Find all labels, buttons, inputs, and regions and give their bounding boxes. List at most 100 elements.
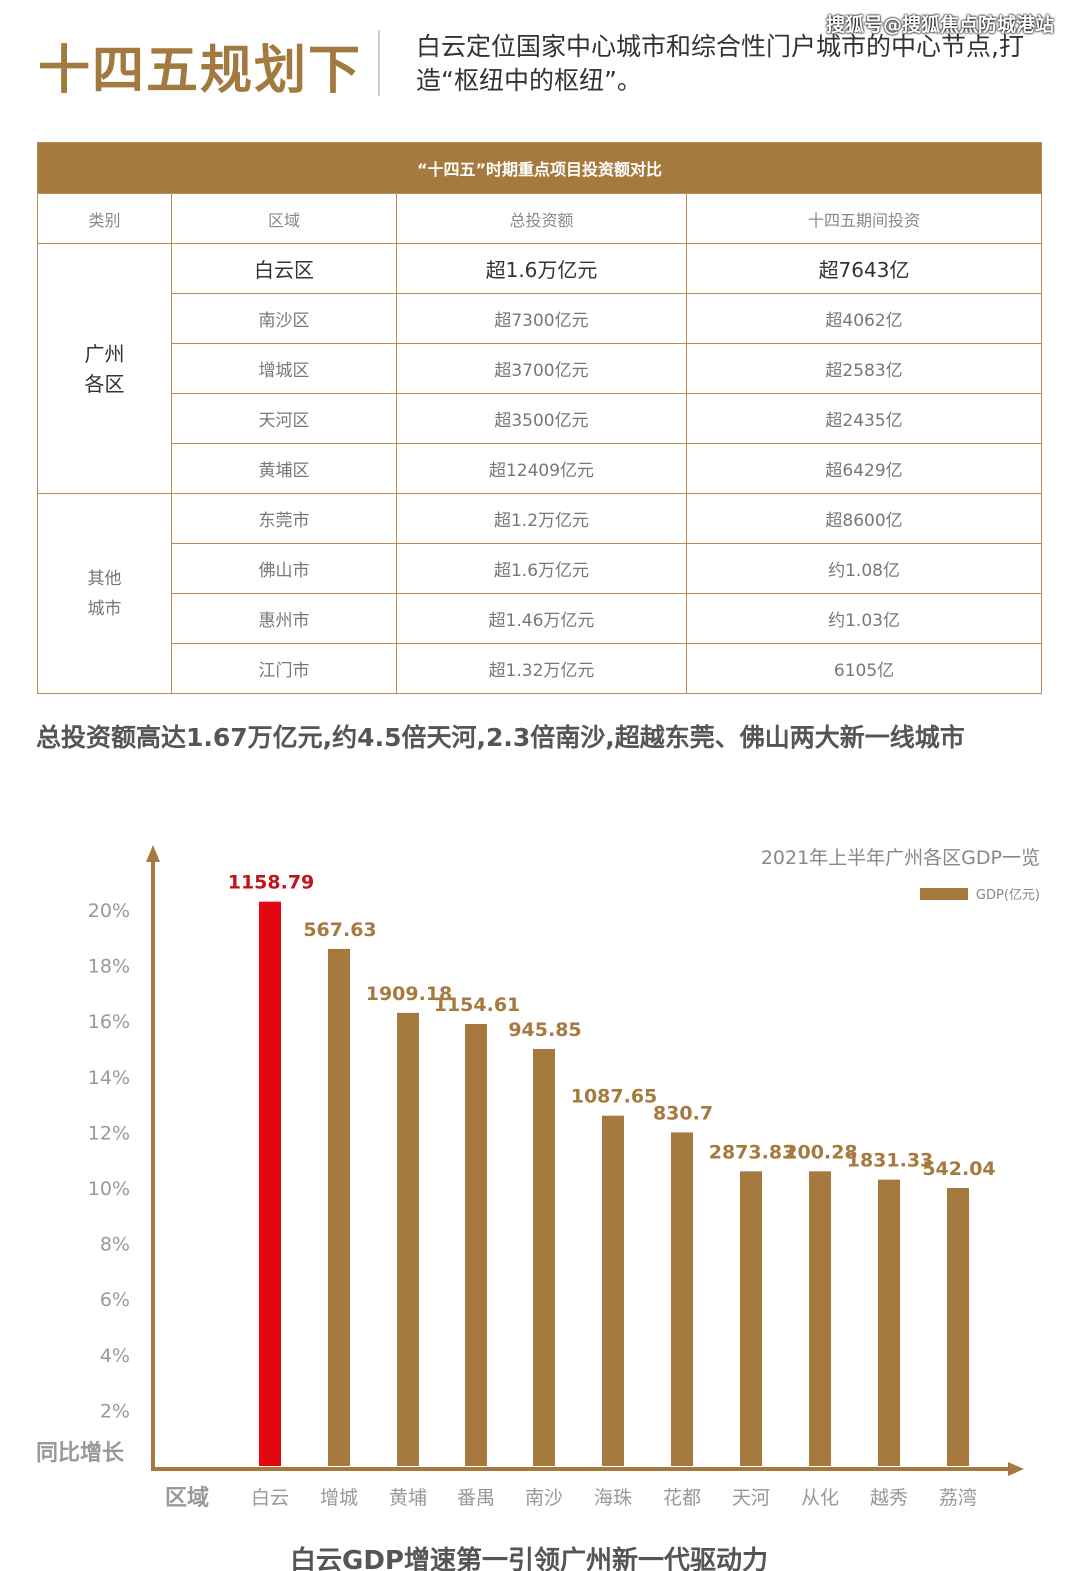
total-investment-cell: 超1.46万亿元 [396, 593, 687, 644]
total-investment-cell: 超3500亿元 [396, 393, 687, 444]
table-row: 增城区 超3700亿元 超2583亿 [38, 343, 1043, 394]
chart-legend: GDP(亿元) [919, 884, 1040, 903]
y-tick-label: 16% [88, 1011, 130, 1033]
table-row: 广州 各区 白云区 超1.6万亿元 超7643亿 [37, 243, 1043, 494]
legend-label: GDP(亿元) [975, 888, 1040, 903]
total-investment-cell: 超12409亿元 [396, 443, 687, 494]
region-cell: 天河区 [171, 393, 397, 444]
x-tick-label: 番禺 [457, 1487, 495, 1509]
region-cell: 东莞市 [171, 493, 397, 544]
x-tick-label: 越秀 [870, 1487, 908, 1509]
bar [809, 1171, 831, 1466]
column-header: 类别 [37, 193, 172, 244]
region-cell: 惠州市 [171, 593, 397, 644]
x-tick-label: 荔湾 [939, 1487, 977, 1509]
y-tick-label: 4% [100, 1345, 130, 1367]
bar [397, 1012, 419, 1466]
table-row: 南沙区 超7300亿元 超4062亿 [38, 293, 1043, 344]
period-investment-cell: 超6429亿 [685, 443, 1043, 494]
total-investment-cell: 超1.6万亿元 [396, 243, 687, 294]
region-cell: 佛山市 [171, 543, 397, 594]
x-tick-label: 黄埔 [389, 1487, 427, 1509]
table-row: 其他 城市 东莞市 超1.2万亿元 超8600亿 [37, 493, 1043, 694]
y-tick-label: 8% [100, 1234, 130, 1256]
x-axis-arrow-icon [1008, 1462, 1024, 1476]
region-cell: 江门市 [171, 643, 397, 694]
y-tick-label: 20% [88, 900, 130, 922]
table-row: 江门市 超1.32万亿元 6105亿 [38, 643, 1043, 694]
table-row: 惠州市 超1.46万亿元 约1.03亿 [38, 593, 1043, 644]
table-row: 天河区 超3500亿元 超2435亿 [38, 393, 1043, 444]
bar [947, 1188, 969, 1466]
legend-swatch [919, 887, 968, 900]
x-tick-label: 海珠 [594, 1487, 632, 1509]
bar [602, 1115, 624, 1466]
y-tick-label: 2% [100, 1400, 130, 1422]
y-tick-label: 10% [88, 1178, 130, 1200]
period-investment-cell: 约1.03亿 [685, 593, 1043, 644]
data-label: 1831.33 [847, 1150, 934, 1172]
data-label: 945.85 [508, 1019, 581, 1041]
region-cell: 白云区 [171, 243, 397, 294]
x-tick-label: 天河 [732, 1487, 770, 1509]
data-label: 830.7 [653, 1102, 713, 1124]
x-tick-label: 白云 [251, 1487, 289, 1509]
period-investment-cell: 超7643亿 [685, 243, 1043, 294]
y-axis-arrow-icon [146, 845, 160, 862]
category-cell: 其他 城市 [37, 493, 172, 694]
region-cell: 增城区 [171, 343, 397, 394]
total-investment-cell: 超7300亿元 [396, 293, 687, 344]
watermark: 搜狐号@搜狐焦点防城港站 [825, 14, 1054, 36]
summary-text: 总投资额高达1.67万亿元,约4.5倍天河,2.3倍南沙,超越东莞、佛山两大新一… [36, 723, 965, 752]
table-row: 佛山市 超1.6万亿元 约1.08亿 [38, 543, 1043, 594]
category-cell: 广州 各区 [37, 243, 172, 494]
table-row: 黄埔区 超12409亿元 超6429亿 [38, 443, 1043, 494]
bar [878, 1179, 900, 1466]
y-tick-label: 18% [88, 956, 130, 978]
bar [328, 948, 350, 1466]
column-header: 区域 [171, 193, 397, 244]
y-axis-label: 同比增长 [36, 1440, 125, 1466]
y-tick-label: 14% [88, 1067, 130, 1089]
main-title: 十四五规划下 [38, 41, 363, 101]
data-label: 2873.83 [709, 1141, 796, 1163]
bar [740, 1171, 762, 1466]
data-label: 567.63 [303, 919, 376, 941]
data-label: 1154.61 [434, 994, 521, 1016]
column-header: 十四五期间投资 [685, 193, 1043, 244]
y-tick-label: 6% [100, 1289, 130, 1311]
period-investment-cell: 超2583亿 [685, 343, 1043, 394]
period-investment-cell: 约1.08亿 [685, 543, 1043, 594]
total-investment-cell: 超1.32万亿元 [396, 643, 687, 694]
bar [259, 901, 281, 1466]
region-cell: 黄埔区 [171, 443, 397, 494]
chart-title: 2021年上半年广州各区GDP一览 [760, 847, 1040, 869]
x-tick-label: 从化 [801, 1487, 839, 1509]
data-label: 1158.79 [228, 872, 315, 894]
divider [378, 30, 380, 96]
data-label: 200.28 [784, 1141, 857, 1163]
bar [671, 1132, 693, 1466]
x-axis-label: 区域 [165, 1485, 209, 1511]
x-tick-label: 花都 [663, 1487, 701, 1509]
y-tick-label: 12% [88, 1122, 130, 1144]
bottom-title: 白云GDP增速第一引领广州新一代驱动力 [290, 1546, 768, 1571]
x-tick-label: 南沙 [525, 1487, 563, 1509]
period-investment-cell: 超2435亿 [685, 393, 1043, 444]
bar [533, 1049, 555, 1466]
data-label: 542.04 [922, 1158, 995, 1180]
data-label: 1087.65 [571, 1086, 658, 1108]
investment-table: “十四五”时期重点项目投资额对比 类别 区域 总投资额 十四五期间投资 广州 各… [36, 142, 1043, 694]
total-investment-cell: 超1.6万亿元 [396, 543, 687, 594]
column-header: 总投资额 [396, 193, 687, 244]
period-investment-cell: 超4062亿 [685, 293, 1043, 344]
period-investment-cell: 6105亿 [685, 643, 1043, 694]
total-investment-cell: 超3700亿元 [396, 343, 687, 394]
bar [465, 1023, 487, 1466]
table-caption: “十四五”时期重点项目投资额对比 [36, 142, 1043, 194]
data-label: 1909.18 [366, 983, 453, 1005]
total-investment-cell: 超1.2万亿元 [396, 493, 687, 544]
period-investment-cell: 超8600亿 [685, 493, 1043, 544]
